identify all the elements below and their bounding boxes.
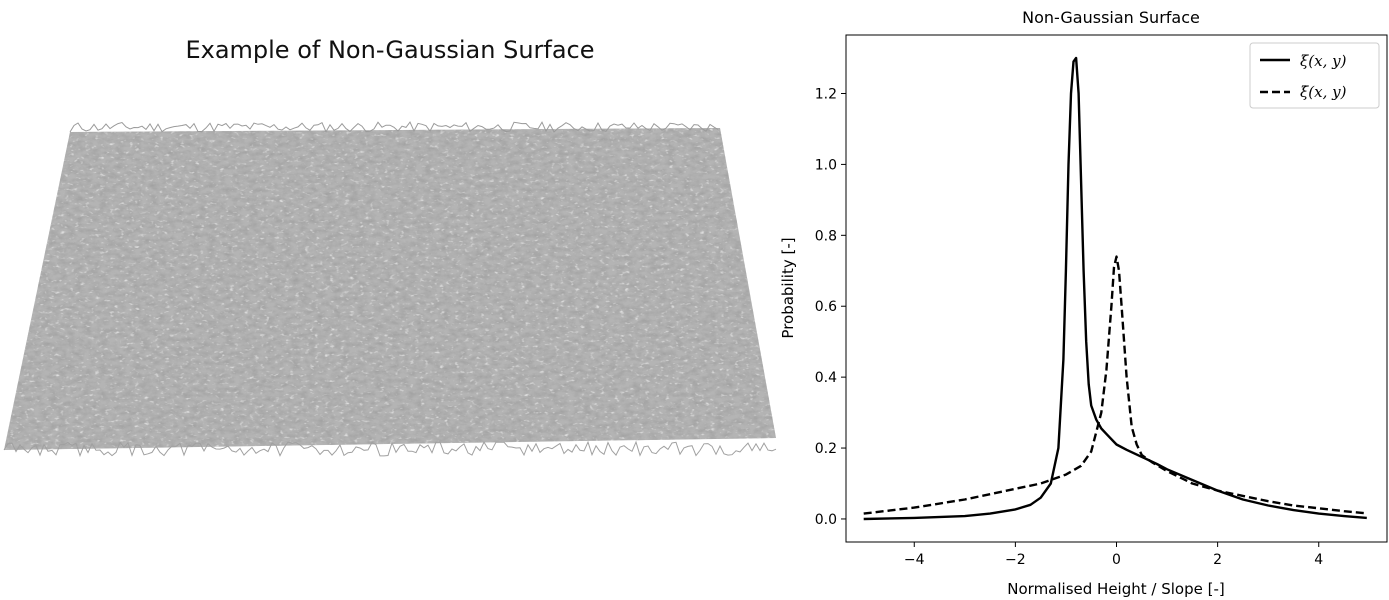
legend: ξ(x, y) ξ̇(x, y) (1249, 42, 1380, 109)
y-tick-label: 1.2 (815, 87, 837, 103)
y-axis: 0.0 0.2 0.4 0.6 0.8 1.0 1.2 (815, 87, 846, 528)
y-tick-label: 0.0 (815, 512, 837, 528)
chart-title: Non-Gaussian Surface (1022, 8, 1200, 27)
y-tick-label: 0.6 (815, 299, 837, 315)
x-tick-label: 0 (1112, 552, 1121, 568)
y-tick-label: 0.4 (815, 370, 837, 386)
x-tick-label: 2 (1213, 552, 1222, 568)
y-tick-label: 1.0 (815, 157, 837, 173)
x-tick-label: −4 (904, 552, 925, 568)
x-axis-label: Normalised Height / Slope [-] (1007, 580, 1224, 598)
probability-chart: Non-Gaussian Surface −4 −2 0 2 4 0.00.20.40.… (780, 8, 1388, 598)
legend-label-slope: ξ̇(x, y) (1300, 83, 1347, 101)
legend-label-height: ξ(x, y) (1300, 52, 1347, 70)
x-tick-label: −2 (1005, 552, 1026, 568)
series-lines (863, 56, 1367, 521)
x-axis: −4 −2 0 2 4 (904, 542, 1323, 568)
rough-surface-highlights (4, 128, 776, 450)
plot-area-frame (845, 34, 1388, 543)
surface-render (3, 121, 777, 458)
surface-top-edge (69, 121, 719, 133)
surface-panel-title: Example of Non-Gaussian Surface (185, 36, 595, 64)
slope-distribution-line (863, 255, 1367, 515)
y-axis-label: Probability [-] (780, 237, 797, 338)
y-tick-label: 0.2 (815, 441, 837, 457)
y-tick-label: 0.8 (815, 228, 837, 244)
surface-bottom-edge (3, 440, 777, 458)
height-distribution-line (863, 56, 1367, 521)
x-tick-label: 4 (1314, 552, 1323, 568)
